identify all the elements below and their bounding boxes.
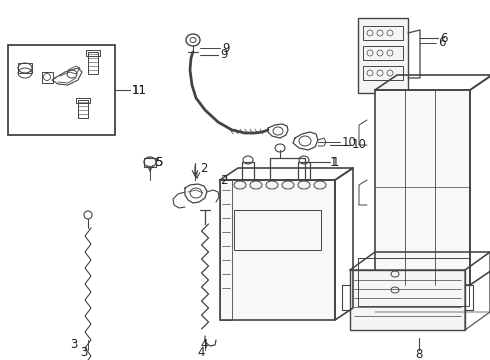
Text: 1: 1: [330, 156, 338, 168]
Text: 4: 4: [200, 338, 207, 351]
Text: 11: 11: [132, 84, 147, 96]
Bar: [88, 52, 98, 74]
Bar: [363, 66, 403, 80]
Bar: [270, 158, 305, 180]
Text: 6: 6: [438, 36, 445, 49]
Bar: [220, 180, 335, 320]
Bar: [350, 270, 465, 330]
Text: 1: 1: [332, 156, 340, 168]
Bar: [86, 50, 100, 56]
Text: 8: 8: [416, 347, 423, 360]
Bar: [234, 210, 321, 250]
Bar: [358, 18, 408, 93]
Text: 5: 5: [155, 156, 162, 168]
Bar: [363, 26, 403, 40]
Bar: [358, 258, 469, 306]
Bar: [298, 162, 310, 180]
Text: 5: 5: [155, 156, 162, 168]
Text: 2: 2: [220, 174, 227, 186]
Text: 10: 10: [342, 135, 357, 148]
Text: 6: 6: [440, 31, 447, 45]
Bar: [363, 46, 403, 60]
Bar: [144, 158, 156, 167]
Text: 11: 11: [132, 84, 147, 96]
Bar: [18, 63, 32, 73]
Text: 2: 2: [200, 162, 207, 175]
Bar: [242, 162, 254, 180]
Bar: [76, 98, 90, 103]
Bar: [220, 180, 232, 320]
Bar: [8, 45, 115, 135]
Bar: [78, 100, 88, 118]
Text: 9: 9: [222, 41, 229, 54]
Text: 9: 9: [220, 49, 227, 62]
Text: 10: 10: [352, 139, 367, 152]
Bar: [375, 90, 470, 285]
Text: 3: 3: [80, 346, 88, 359]
Bar: [42, 72, 53, 83]
Text: 3: 3: [70, 338, 77, 351]
Text: 4: 4: [197, 346, 205, 359]
